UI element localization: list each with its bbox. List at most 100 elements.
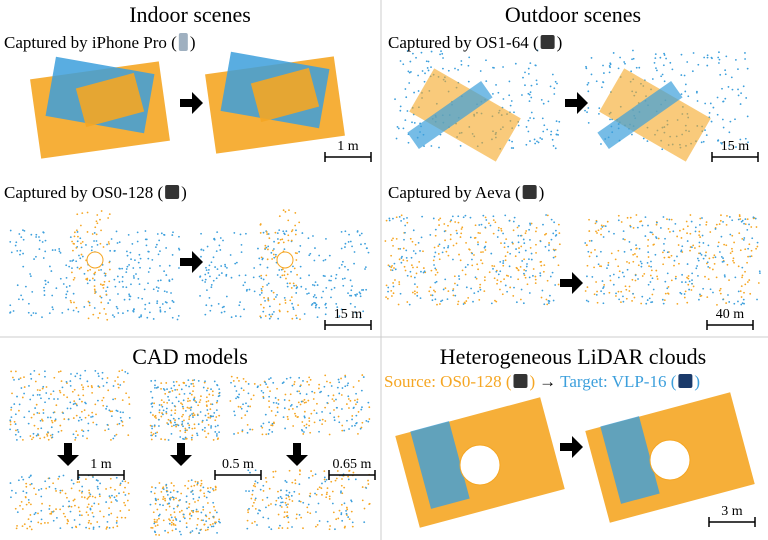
cloud-point — [171, 278, 174, 281]
cloud-point — [105, 527, 108, 530]
cloud-point — [494, 221, 497, 224]
cloud-point — [417, 90, 420, 92]
cloud-point — [96, 222, 99, 225]
cloud-point — [524, 84, 526, 87]
cloud-point — [475, 277, 478, 280]
cloud-point — [732, 257, 735, 260]
cloud-point — [292, 308, 295, 311]
cloud-point — [340, 263, 343, 266]
cloud-point — [15, 429, 17, 432]
cloud-point — [342, 284, 345, 287]
cloud-point — [299, 403, 302, 406]
cloud-point — [75, 260, 78, 263]
cloud-point — [467, 64, 470, 67]
cloud-point — [495, 270, 498, 273]
cloud-point — [590, 57, 593, 59]
cloud-point — [238, 304, 241, 307]
cloud-point — [692, 52, 695, 54]
cloud-point — [276, 232, 279, 234]
cloud-point — [73, 235, 76, 238]
cloud-point — [418, 260, 421, 263]
cloud-point — [68, 285, 71, 287]
cloud-point — [97, 375, 100, 378]
cloud-point — [335, 273, 338, 276]
cloud-point — [712, 291, 714, 294]
cloud-point — [454, 67, 456, 70]
cloud-point — [170, 432, 173, 435]
cloud-point — [590, 73, 593, 76]
cloud-point — [80, 253, 83, 256]
cloud-point — [349, 279, 352, 282]
cloud-point — [91, 495, 94, 498]
cloud-point — [427, 60, 430, 63]
cloud-point — [58, 248, 61, 250]
cloud-point — [434, 273, 437, 276]
cloud-point — [306, 511, 309, 514]
cloud-point — [187, 400, 189, 403]
cloud-point — [191, 489, 194, 492]
cloud-point — [350, 289, 353, 292]
cloud-point — [175, 425, 178, 428]
cloud-point — [288, 491, 291, 494]
cloud-point — [276, 274, 279, 276]
cloud-point — [516, 226, 519, 229]
cloud-point — [697, 63, 700, 66]
cloud-point — [635, 247, 638, 250]
cloud-point — [705, 134, 708, 136]
cloud-point — [21, 396, 24, 399]
cloud-point — [432, 289, 435, 292]
cloud-point — [119, 482, 122, 485]
cloud-point — [670, 218, 673, 221]
cloud-point — [709, 231, 712, 233]
cloud-point — [184, 409, 187, 412]
cloud-point — [55, 508, 57, 511]
cloud-point — [86, 437, 88, 440]
cloud-point — [512, 147, 515, 149]
cloud-point — [58, 250, 61, 253]
cloud-point — [346, 508, 349, 511]
cloud-point — [535, 79, 538, 82]
cloud-point — [651, 301, 654, 303]
cloud-point — [14, 244, 17, 247]
cloud-point — [66, 496, 68, 499]
cloud-point — [169, 514, 172, 516]
cloud-point — [298, 473, 301, 476]
cloud-point — [200, 248, 203, 251]
cloud-point — [242, 389, 245, 392]
cloud-point — [183, 392, 186, 395]
cloud-point — [411, 240, 414, 243]
cloud-point — [643, 272, 646, 275]
cloud-point — [161, 412, 163, 414]
cloud-point — [183, 419, 185, 422]
cloud-point — [529, 223, 532, 226]
cloud-point — [739, 249, 742, 252]
cloud-point — [159, 279, 162, 282]
cloud-point — [22, 265, 25, 268]
cloud-point — [728, 144, 731, 147]
cloud-point — [202, 486, 205, 489]
cloud-point — [443, 230, 446, 233]
cloud-point — [722, 220, 724, 223]
cloud-point — [9, 420, 12, 423]
cloud-point — [282, 209, 285, 212]
cloud-point — [499, 280, 502, 283]
cloud-point — [364, 266, 367, 269]
cloud-point — [469, 236, 472, 239]
cloud-point — [400, 257, 403, 259]
cloud-point — [358, 291, 361, 294]
cloud-point — [296, 286, 299, 288]
cloud-point — [530, 96, 533, 99]
cloud-point — [237, 432, 239, 434]
cloud-point — [756, 245, 759, 248]
cloud-point — [523, 274, 526, 277]
cloud-point — [737, 68, 739, 71]
cloud-point — [160, 490, 163, 493]
cloud-point — [200, 482, 203, 485]
cloud-point — [81, 240, 84, 243]
cloud-point — [212, 256, 215, 259]
cloud-point — [493, 66, 495, 69]
cloud-point — [66, 522, 69, 525]
cloud-point — [341, 424, 344, 427]
cloud-point — [737, 290, 740, 293]
cloud-point — [285, 515, 288, 518]
